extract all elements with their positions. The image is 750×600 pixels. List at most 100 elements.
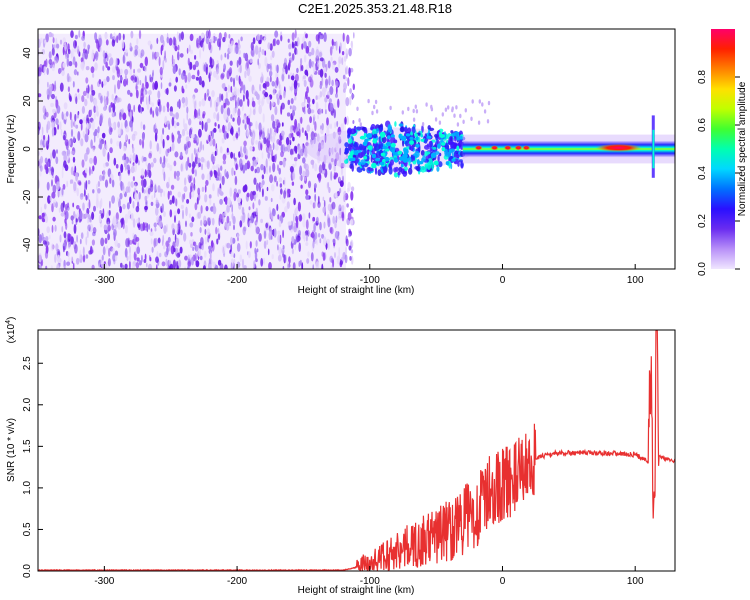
noise-speckle: [141, 254, 143, 263]
noise-speckle: [74, 113, 77, 122]
noise-speckle: [318, 164, 323, 174]
noise-speckle: [305, 189, 309, 196]
noise-speckle: [237, 197, 241, 204]
noise-speckle: [221, 83, 226, 89]
snr-y-tick-label: 1.5: [22, 439, 33, 453]
cluster-bright-speckle: [371, 162, 377, 169]
noise-speckle: [301, 101, 306, 108]
noise-speckle: [67, 202, 70, 208]
noise-speckle: [217, 166, 220, 177]
noise-speckle: [65, 111, 69, 117]
noise-speckle: [217, 62, 220, 70]
noise-speckle: [212, 205, 217, 215]
noise-speckle: [328, 75, 331, 86]
noise-speckle: [91, 239, 95, 246]
noise-speckle: [237, 108, 241, 118]
noise-speckle: [242, 185, 247, 193]
noise-speckle: [209, 56, 213, 65]
faint-speckle: [438, 120, 442, 125]
noise-speckle: [112, 66, 116, 73]
faint-speckle: [356, 106, 359, 112]
noise-speckle: [84, 133, 89, 143]
noise-speckle: [100, 213, 104, 219]
noise-speckle: [240, 145, 243, 156]
noise-speckle: [231, 212, 234, 220]
noise-speckle: [62, 183, 66, 190]
noise-speckle: [334, 66, 339, 73]
cluster-speckle: [450, 136, 453, 142]
noise-speckle: [161, 162, 166, 169]
noise-speckle: [282, 158, 286, 168]
noise-speckle: [294, 47, 298, 55]
faint-speckle: [375, 109, 379, 114]
noise-speckle: [203, 64, 206, 72]
noise-speckle: [133, 68, 136, 74]
cluster-speckle: [390, 136, 396, 144]
noise-speckle: [229, 60, 233, 66]
noise-speckle: [319, 221, 322, 231]
noise-speckle: [211, 129, 214, 140]
noise-speckle: [296, 49, 298, 55]
noise-speckle: [100, 237, 105, 247]
noise-speckle: [248, 114, 251, 119]
noise-speckle: [178, 68, 181, 76]
noise-speckle: [248, 206, 251, 211]
noise-speckle: [43, 65, 46, 76]
noise-speckle: [200, 205, 203, 214]
noise-speckle: [349, 88, 352, 94]
noise-speckle: [168, 82, 172, 87]
noise-speckle: [189, 213, 191, 218]
noise-speckle: [106, 76, 110, 83]
noise-speckle: [112, 253, 116, 262]
noise-speckle: [267, 152, 271, 159]
noise-speckle: [99, 140, 103, 150]
noise-speckle: [107, 151, 110, 162]
colorbar-tick-label: 0.2: [697, 214, 708, 228]
noise-speckle: [75, 257, 80, 265]
noise-speckle: [171, 54, 174, 65]
noise-speckle: [98, 37, 103, 47]
noise-speckle: [282, 266, 285, 269]
noise-speckle: [347, 77, 350, 87]
noise-speckle: [82, 202, 85, 211]
noise-speckle: [318, 172, 322, 183]
noise-speckle: [271, 50, 275, 58]
spectrogram-y-tick-label: -20: [22, 189, 33, 204]
noise-speckle: [38, 66, 42, 77]
noise-speckle: [315, 48, 320, 59]
noise-speckle: [279, 194, 282, 200]
noise-speckle: [141, 139, 145, 149]
noise-speckle: [188, 118, 192, 126]
noise-speckle: [189, 33, 194, 42]
noise-speckle: [109, 200, 111, 209]
noise-speckle: [120, 163, 124, 173]
cluster-bright-speckle: [405, 133, 411, 137]
cluster-bright-speckle: [430, 152, 437, 159]
noise-speckle: [52, 184, 57, 194]
noise-speckle: [277, 230, 281, 236]
noise-speckle: [337, 98, 340, 109]
noise-speckle: [298, 260, 301, 267]
noise-speckle: [277, 234, 281, 244]
noise-speckle: [138, 260, 142, 266]
noise-speckle: [268, 262, 272, 269]
noise-speckle: [130, 166, 135, 174]
noise-speckle: [348, 228, 351, 234]
noise-speckle: [87, 224, 91, 231]
noise-speckle: [204, 236, 207, 245]
noise-speckle: [187, 266, 190, 269]
noise-speckle: [108, 247, 111, 257]
noise-speckle: [299, 259, 302, 266]
cluster-bright-speckle: [380, 131, 384, 137]
noise-speckle: [253, 177, 257, 185]
noise-speckle: [48, 83, 53, 92]
noise-speckle: [163, 171, 166, 182]
noise-speckle: [70, 256, 74, 262]
faint-speckle: [421, 122, 425, 127]
noise-speckle: [73, 181, 77, 192]
noise-speckle: [310, 252, 314, 262]
noise-speckle: [148, 263, 152, 269]
noise-speckle: [68, 233, 72, 240]
noise-speckle: [289, 105, 292, 110]
